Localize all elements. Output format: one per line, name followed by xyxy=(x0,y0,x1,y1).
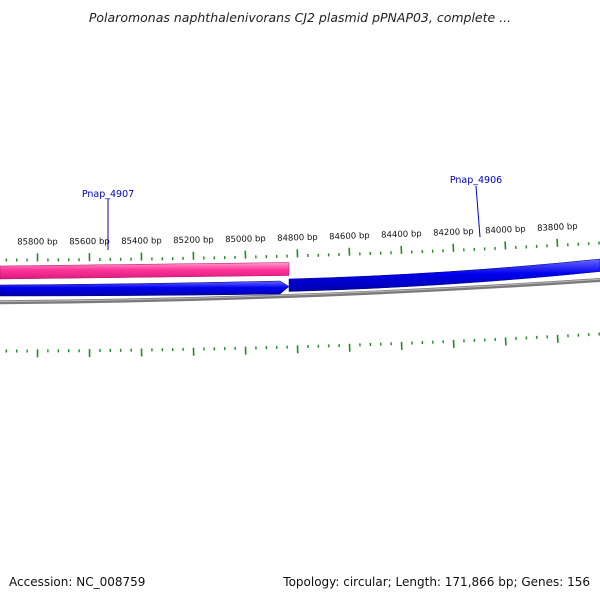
gene-label-pnap-4907[interactable]: Pnap_4907 xyxy=(82,189,134,200)
ruler-label: 85600 bp xyxy=(69,237,110,247)
backbone-track xyxy=(0,278,600,305)
map-title: Polaromonas naphthalenivorans CJ2 plasmi… xyxy=(89,10,511,25)
accession-text: Accession: NC_008759 xyxy=(9,575,146,589)
gene-pnap-4906[interactable] xyxy=(288,258,600,292)
ruler-label: 84800 bp xyxy=(277,233,318,244)
ruler-label: 85200 bp xyxy=(173,235,214,246)
ruler-label: 85000 bp xyxy=(225,234,266,245)
gene-label-pnap-4906[interactable]: Pnap_4906 xyxy=(450,175,502,186)
ruler-label: 84400 bp xyxy=(381,229,422,241)
gene-pnap-4907[interactable] xyxy=(0,262,290,280)
ruler-label: 83800 bp xyxy=(537,222,578,234)
inner-ruler-ticks xyxy=(5,332,600,358)
ruler-label: 84600 bp xyxy=(329,231,370,242)
outer-ruler-ticks xyxy=(5,238,600,262)
ruler-labels: 85800 bp 85600 bp 85400 bp 85200 bp 85000 bp… xyxy=(17,222,578,248)
backbone-highlight xyxy=(0,278,600,302)
ruler-label: 84200 bp xyxy=(433,227,474,239)
ruler-label: 85400 bp xyxy=(121,236,162,247)
gene-pnap-4907-reverse-segment[interactable] xyxy=(0,280,290,297)
gene-label-line-pnap-4906 xyxy=(475,185,481,238)
ruler-label: 84000 bp xyxy=(485,224,526,236)
ruler-label: 85800 bp xyxy=(17,237,58,247)
topology-summary-text: Topology: circular; Length: 171,866 bp; … xyxy=(283,575,590,589)
